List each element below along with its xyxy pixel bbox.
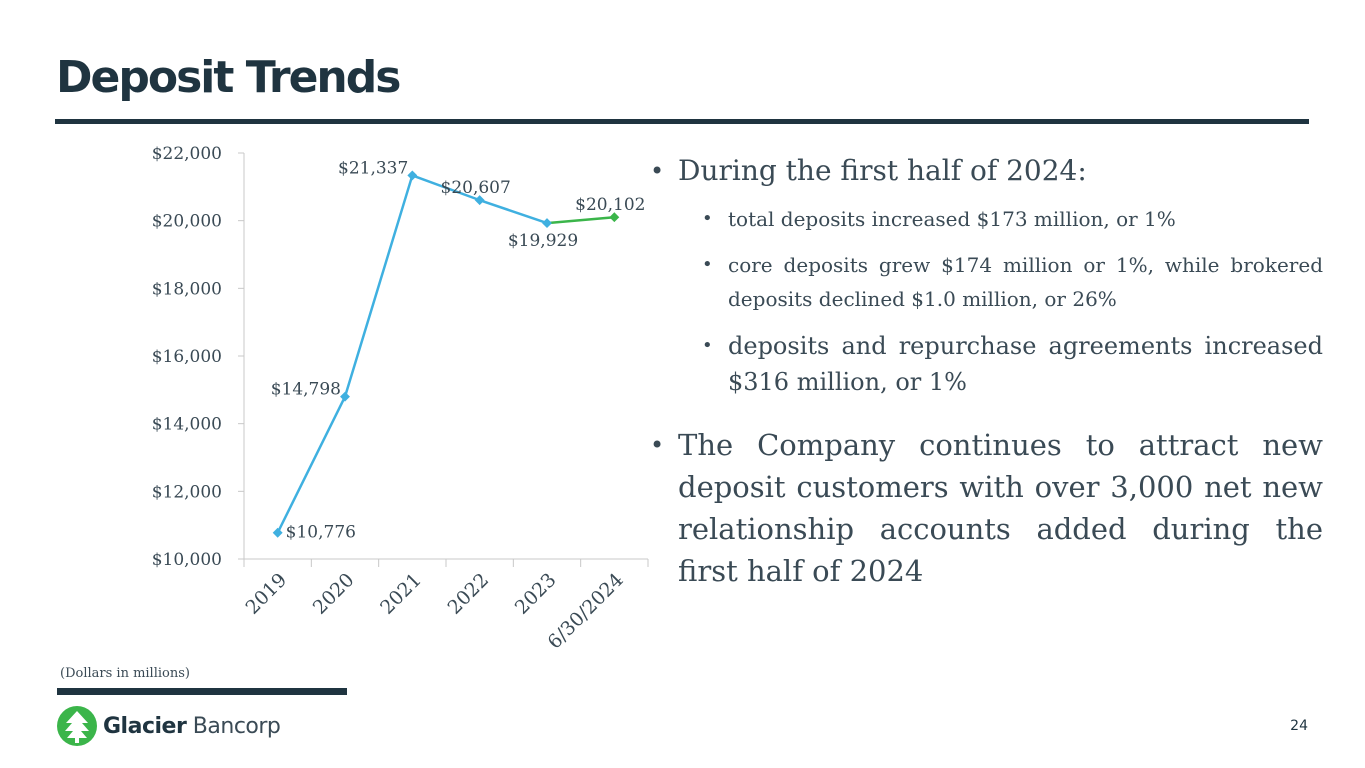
tree-logo-icon: [57, 706, 97, 746]
data-label: $14,798: [271, 380, 341, 400]
bullet-dot: •: [702, 335, 713, 356]
bullet-total-deposits: • total deposits increased $173 million,…: [650, 202, 1323, 236]
series-line-segment: [545, 215, 616, 225]
y-tick-label: $16,000: [152, 347, 222, 367]
bullet-new-customers: • The Company continues to attract new d…: [650, 424, 1323, 592]
y-tick-label: $18,000: [152, 279, 222, 299]
data-label: $19,929: [508, 231, 578, 251]
data-point: [474, 195, 485, 206]
bullet-list: • During the first half of 2024: • total…: [650, 150, 1323, 592]
series-line-segment: [343, 174, 414, 398]
page-title: Deposit Trends: [56, 52, 401, 103]
bullet-text: core deposits grew $174 million or 1%, w…: [728, 253, 1323, 311]
bullet-repurchase: • deposits and repurchase agreements inc…: [650, 328, 1323, 400]
bullet-dot: •: [650, 431, 665, 459]
bullet-text: total deposits increased $173 million, o…: [728, 207, 1176, 231]
y-tick-label: $12,000: [152, 482, 222, 502]
data-point: [609, 212, 620, 223]
x-tick-label: 2020: [309, 569, 359, 619]
logo-wordmark: Glacier Bancorp: [103, 713, 281, 739]
series-line-segment: [276, 395, 347, 534]
page-number: 24: [1290, 718, 1308, 734]
x-tick-label: 2023: [511, 569, 561, 619]
title-divider: [55, 119, 1309, 124]
bullet-text: During the first half of 2024:: [678, 154, 1087, 187]
bullet-text: deposits and repurchase agreements incre…: [728, 332, 1323, 396]
data-label: $10,776: [286, 523, 356, 543]
x-tick-label: 2019: [241, 569, 291, 619]
deposit-line-chart: $10,000 $12,000 $14,000 $16,000 $18,000 $20,0…: [152, 144, 649, 653]
logo-text-strong: Glacier: [103, 713, 187, 739]
y-tick-label: $10,000: [152, 550, 222, 570]
bullet-text: The Company continues to attract new dep…: [678, 428, 1323, 588]
data-point: [407, 170, 418, 181]
data-label: $20,102: [575, 195, 645, 215]
company-logo: Glacier Bancorp: [57, 706, 281, 746]
data-label: $20,607: [441, 178, 511, 198]
footnote: (Dollars in millions): [60, 666, 190, 681]
bullet-dot: •: [702, 254, 713, 275]
data-point: [340, 391, 350, 402]
footer-divider: [57, 688, 347, 695]
series-line-segment: [411, 174, 481, 202]
data-point: [542, 218, 552, 229]
y-tick-label: $22,000: [152, 144, 222, 164]
bullet-core-deposits: • core deposits grew $174 million or 1%,…: [650, 248, 1323, 316]
bullet-dot: •: [702, 208, 713, 229]
x-tick-label: 2022: [443, 569, 493, 619]
series-line-segment: [478, 198, 549, 225]
y-tick-label: $20,000: [152, 212, 222, 232]
bullet-dot: •: [650, 157, 665, 185]
data-label: $21,337: [338, 158, 408, 178]
bullet-first-half: • During the first half of 2024:: [650, 150, 1323, 192]
logo-text-light: Bancorp: [192, 713, 281, 739]
data-point: [272, 527, 283, 538]
y-tick-label: $14,000: [152, 415, 222, 435]
x-tick-label: 2021: [376, 569, 426, 619]
